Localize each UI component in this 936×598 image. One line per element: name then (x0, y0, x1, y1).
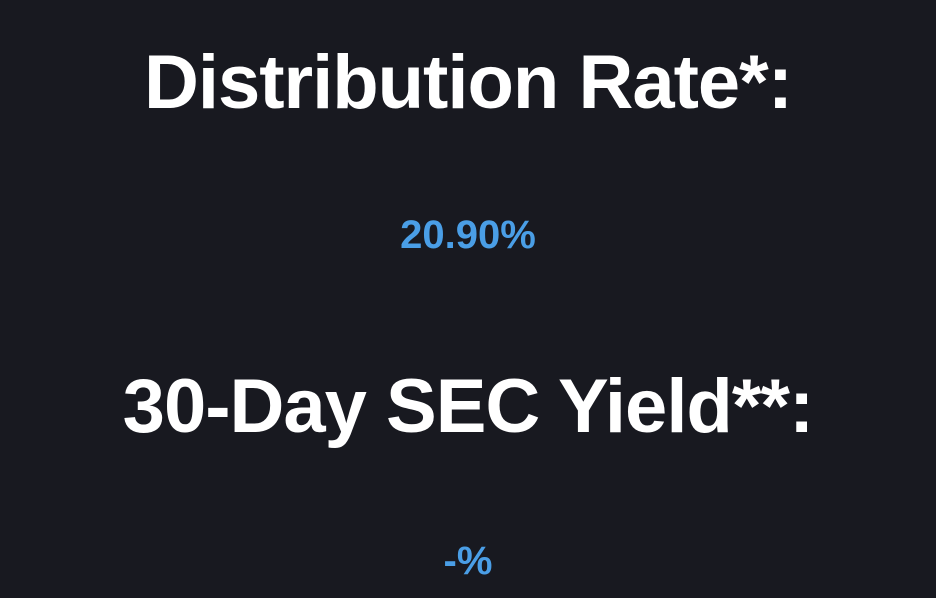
distribution-rate-value: 20.90% (400, 213, 536, 257)
sec-yield-label: 30-Day SEC Yield**: (122, 364, 815, 449)
sec-yield-value: -% (443, 539, 493, 583)
distribution-rate-label: Distribution Rate*: (143, 40, 793, 125)
